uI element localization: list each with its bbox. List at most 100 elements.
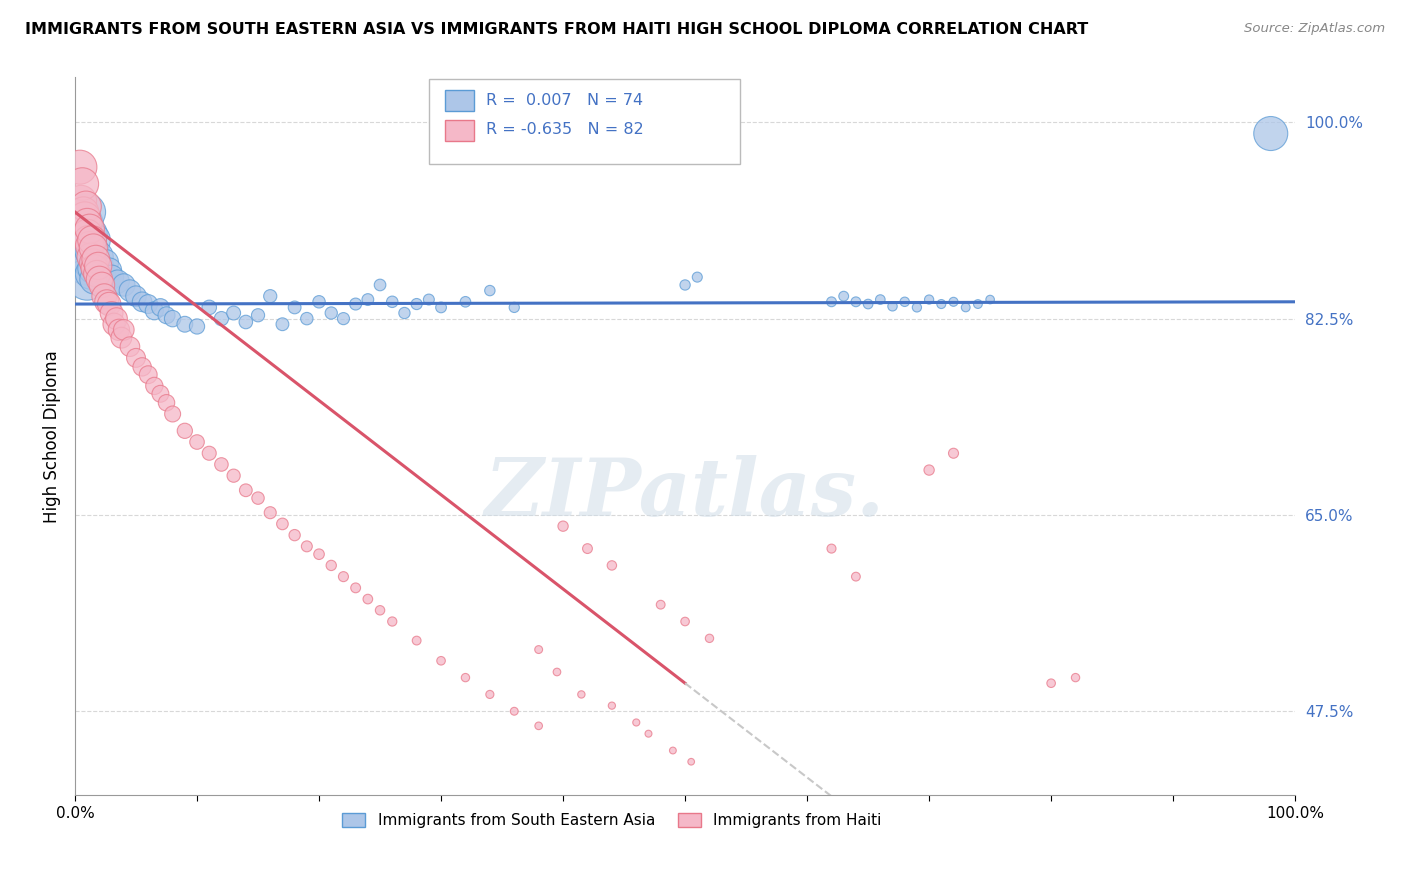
- Point: [454, 294, 477, 309]
- Point: [569, 688, 592, 702]
- Point: [79, 255, 101, 269]
- Point: [112, 277, 135, 292]
- Point: [186, 435, 208, 450]
- Point: [90, 267, 112, 281]
- Point: [72, 205, 94, 219]
- Point: [681, 755, 703, 769]
- Point: [845, 294, 868, 309]
- Point: [820, 541, 842, 556]
- Point: [650, 598, 672, 612]
- Point: [699, 632, 721, 646]
- Point: [673, 277, 696, 292]
- Point: [368, 277, 391, 292]
- Point: [321, 306, 343, 320]
- Point: [478, 284, 501, 298]
- Point: [551, 519, 574, 533]
- Point: [143, 379, 166, 393]
- Point: [247, 308, 270, 322]
- Point: [186, 319, 208, 334]
- Point: [84, 252, 107, 267]
- Point: [110, 331, 132, 345]
- Point: [162, 311, 184, 326]
- Point: [136, 297, 159, 311]
- FancyBboxPatch shape: [429, 78, 740, 163]
- Point: [600, 558, 623, 573]
- Point: [430, 301, 453, 315]
- Point: [845, 569, 868, 583]
- Point: [405, 297, 427, 311]
- Point: [247, 491, 270, 505]
- Point: [344, 297, 367, 311]
- Point: [308, 294, 330, 309]
- Point: [478, 688, 501, 702]
- Point: [118, 340, 141, 354]
- Point: [76, 227, 98, 242]
- Point: [637, 727, 659, 741]
- Point: [321, 558, 343, 573]
- Point: [905, 301, 928, 315]
- Point: [869, 293, 891, 307]
- Point: [332, 311, 354, 326]
- Point: [82, 233, 104, 247]
- Point: [89, 272, 111, 286]
- Point: [80, 244, 103, 259]
- Point: [86, 250, 108, 264]
- Point: [77, 233, 100, 247]
- Point: [967, 297, 990, 311]
- Y-axis label: High School Diploma: High School Diploma: [44, 350, 60, 523]
- Point: [546, 665, 568, 679]
- Point: [430, 654, 453, 668]
- Point: [209, 458, 232, 472]
- Point: [942, 294, 965, 309]
- Point: [1260, 127, 1282, 141]
- Point: [143, 303, 166, 318]
- Point: [527, 719, 550, 733]
- Point: [100, 270, 122, 285]
- Point: [105, 311, 128, 326]
- Point: [89, 261, 111, 276]
- Point: [357, 293, 380, 307]
- Point: [112, 323, 135, 337]
- Point: [576, 541, 599, 556]
- Point: [155, 396, 177, 410]
- Point: [979, 293, 1001, 307]
- Point: [107, 275, 129, 289]
- Point: [125, 289, 148, 303]
- Point: [82, 241, 104, 255]
- Point: [673, 615, 696, 629]
- Point: [73, 211, 96, 225]
- Point: [662, 743, 685, 757]
- Point: [131, 294, 153, 309]
- Point: [259, 289, 281, 303]
- Point: [284, 528, 307, 542]
- Point: [308, 547, 330, 561]
- Point: [75, 199, 97, 213]
- Point: [70, 233, 93, 247]
- Point: [82, 255, 104, 269]
- Point: [918, 463, 941, 477]
- Point: [381, 294, 404, 309]
- Point: [69, 160, 91, 174]
- Point: [94, 255, 117, 269]
- Point: [125, 351, 148, 365]
- Point: [1064, 671, 1087, 685]
- Point: [1040, 676, 1063, 690]
- Point: [77, 238, 100, 252]
- Point: [820, 294, 842, 309]
- Point: [503, 301, 526, 315]
- Point: [103, 317, 125, 331]
- Point: [235, 315, 257, 329]
- Point: [76, 205, 98, 219]
- Point: [527, 642, 550, 657]
- Point: [381, 615, 404, 629]
- Point: [918, 293, 941, 307]
- Point: [72, 250, 94, 264]
- Point: [84, 255, 107, 269]
- Point: [418, 293, 440, 307]
- Point: [209, 311, 232, 326]
- Point: [344, 581, 367, 595]
- Point: [75, 261, 97, 276]
- Point: [90, 277, 112, 292]
- Point: [70, 194, 93, 208]
- Point: [600, 698, 623, 713]
